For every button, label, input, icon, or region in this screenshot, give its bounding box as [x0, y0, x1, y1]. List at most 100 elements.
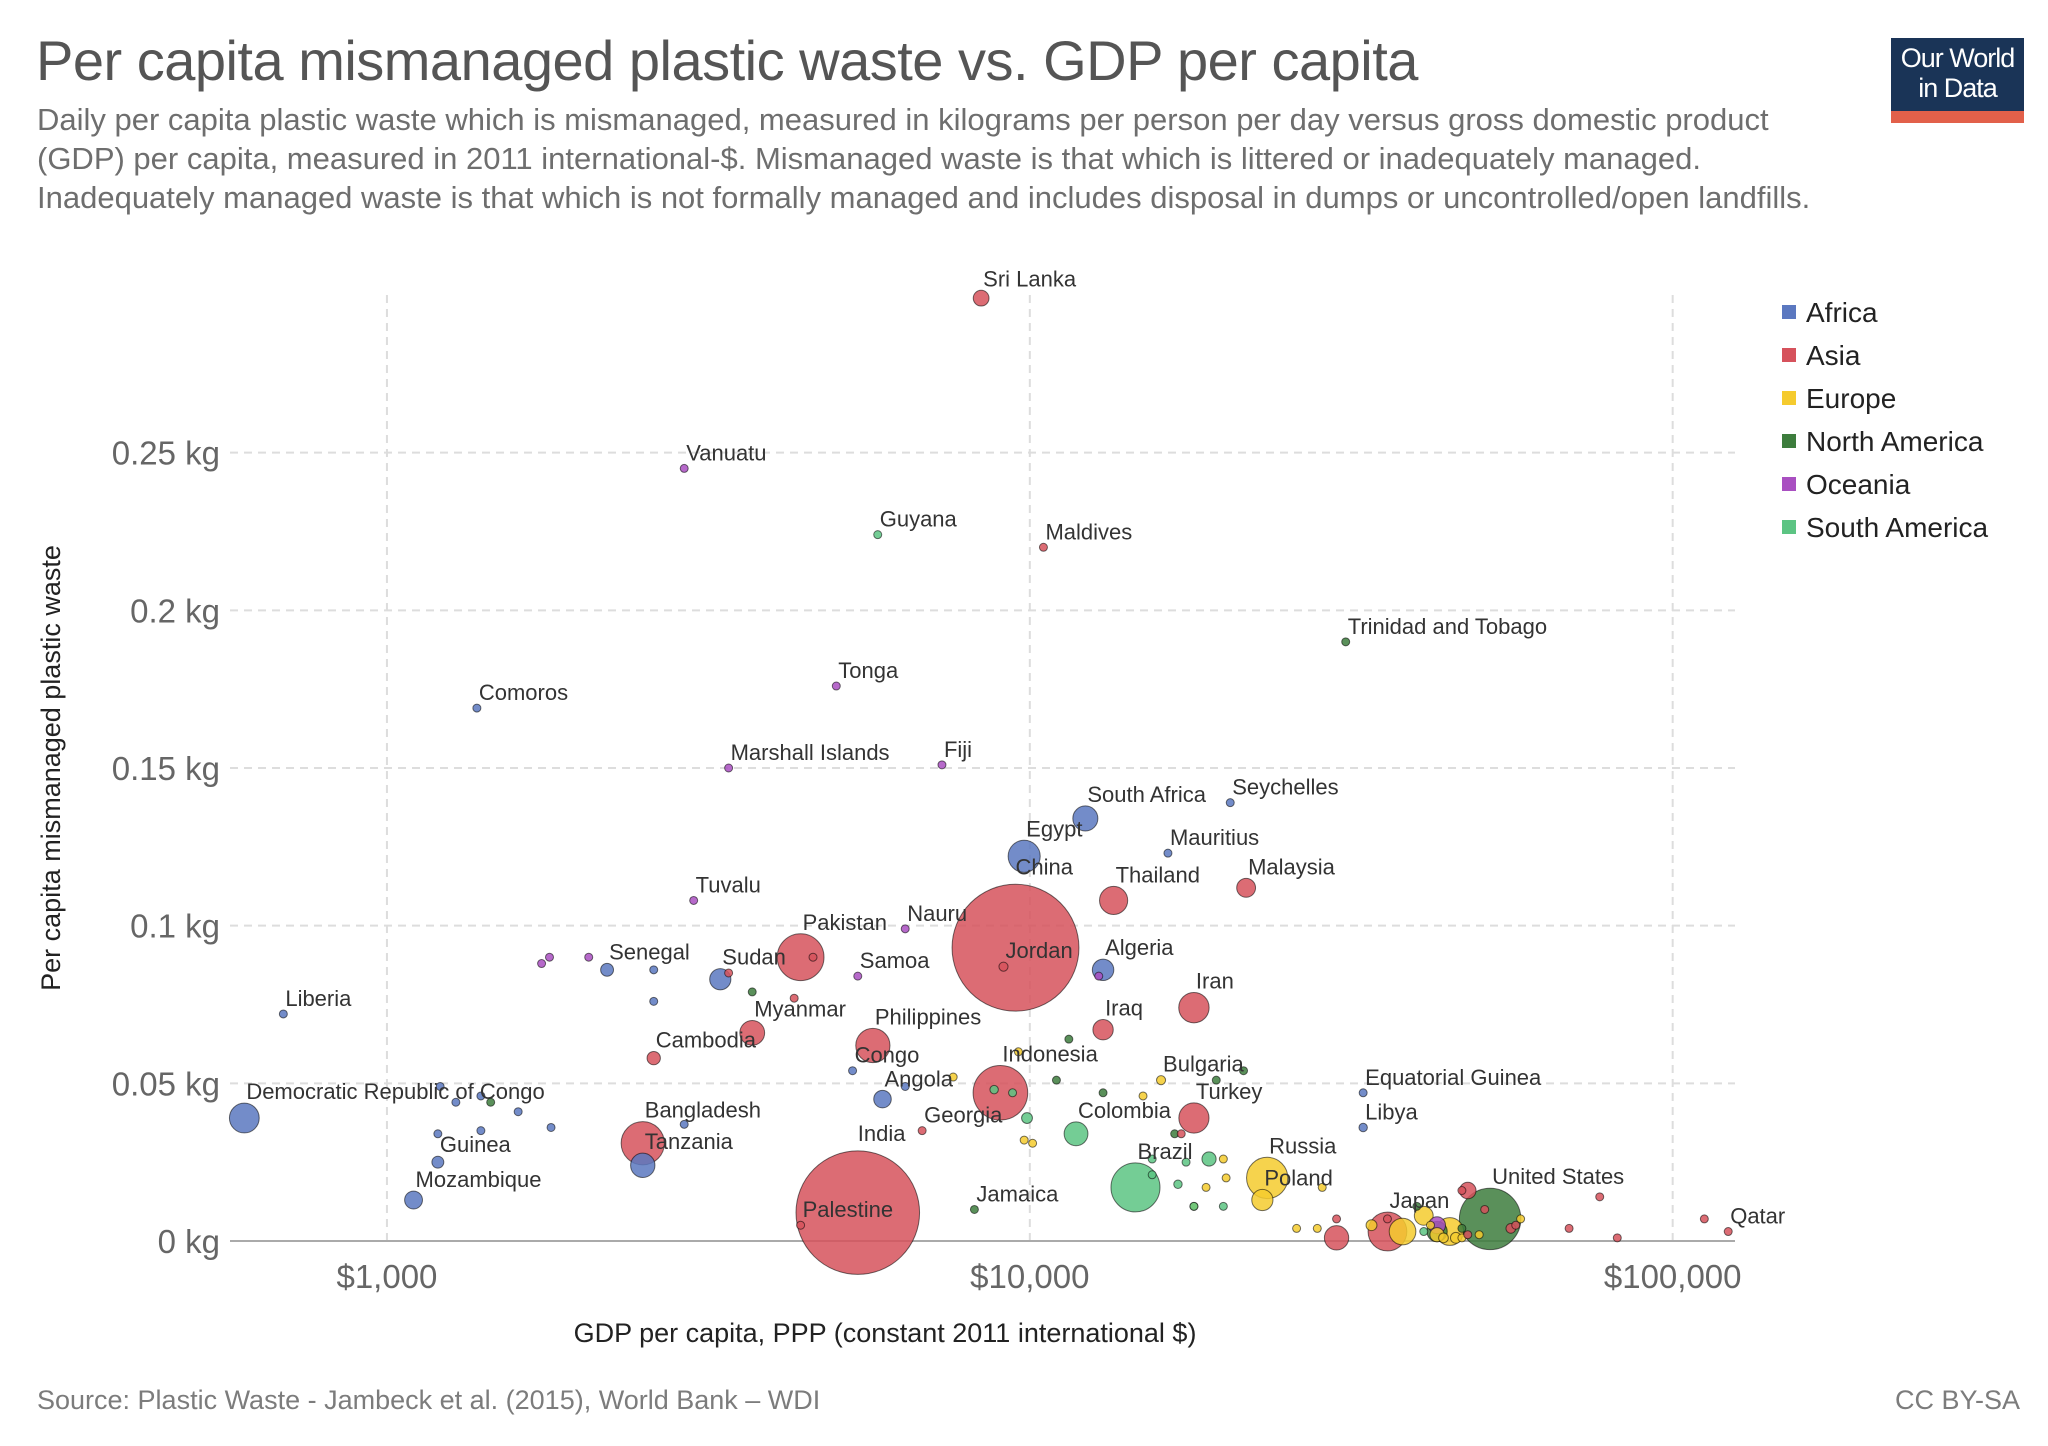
point-bulgaria[interactable]	[1155, 1075, 1167, 1086]
data-point[interactable]	[1323, 1225, 1350, 1251]
data-point[interactable]	[900, 1081, 910, 1091]
point-brazil[interactable]	[1110, 1162, 1161, 1213]
data-point[interactable]	[451, 1097, 461, 1107]
data-point[interactable]	[1382, 1214, 1392, 1224]
data-point[interactable]	[1388, 1217, 1417, 1246]
data-point[interactable]	[1094, 971, 1104, 981]
data-point[interactable]	[1019, 1135, 1029, 1145]
data-point[interactable]	[1511, 1220, 1521, 1230]
source-note[interactable]: Source: Plastic Waste - Jambeck et al. (…	[37, 1385, 821, 1415]
data-point[interactable]	[1292, 1223, 1302, 1233]
data-point[interactable]	[1564, 1223, 1574, 1233]
data-point[interactable]	[1147, 1154, 1157, 1164]
legend-label[interactable]: North America	[1806, 426, 1984, 457]
point-democratic-republic-of-congo[interactable]	[228, 1102, 260, 1134]
data-point[interactable]	[433, 1129, 443, 1139]
data-point[interactable]	[1595, 1192, 1605, 1202]
data-point[interactable]	[1173, 1179, 1183, 1189]
data-point[interactable]	[789, 993, 799, 1003]
point-mauritius[interactable]	[1163, 848, 1173, 858]
data-point[interactable]	[1008, 1088, 1018, 1098]
point-angola[interactable]	[873, 1089, 892, 1109]
point-jamaica[interactable]	[969, 1204, 979, 1214]
point-vanuatu[interactable]	[679, 463, 689, 473]
data-point[interactable]	[1612, 1233, 1622, 1243]
data-point[interactable]	[649, 965, 659, 975]
data-point[interactable]	[546, 1122, 556, 1132]
data-point[interactable]	[1051, 1075, 1061, 1085]
data-point[interactable]	[1221, 1173, 1231, 1183]
data-point[interactable]	[1438, 1232, 1449, 1244]
point-iraq[interactable]	[1092, 1019, 1114, 1041]
data-point[interactable]	[486, 1097, 496, 1107]
point-tanzania[interactable]	[630, 1152, 656, 1178]
point-malaysia[interactable]	[1236, 877, 1257, 898]
point-senegal[interactable]	[600, 962, 615, 977]
point-comoros[interactable]	[472, 703, 482, 713]
legend-label[interactable]: Africa	[1806, 297, 1878, 328]
point-tuvalu[interactable]	[689, 895, 699, 905]
point-guinea[interactable]	[431, 1155, 445, 1169]
point-samoa[interactable]	[853, 971, 863, 981]
data-point[interactable]	[1480, 1204, 1490, 1214]
data-point[interactable]	[1474, 1230, 1484, 1240]
data-point[interactable]	[1419, 1227, 1429, 1237]
point-indonesia[interactable]	[972, 1064, 1029, 1121]
data-point[interactable]	[1218, 1154, 1228, 1164]
data-point[interactable]	[1138, 1091, 1148, 1101]
legend-label[interactable]: Asia	[1806, 340, 1861, 371]
point-seychelles[interactable]	[1225, 798, 1235, 808]
point-poland[interactable]	[1251, 1188, 1274, 1212]
data-point[interactable]	[1181, 1157, 1191, 1167]
point-china[interactable]	[951, 883, 1080, 1012]
data-point[interactable]	[808, 952, 818, 962]
data-point[interactable]	[1098, 1088, 1108, 1098]
data-point[interactable]	[1413, 1205, 1434, 1226]
data-point[interactable]	[747, 987, 757, 997]
data-point[interactable]	[1317, 1182, 1327, 1192]
data-point[interactable]	[1064, 1034, 1074, 1044]
data-point[interactable]	[1425, 1220, 1435, 1230]
data-point[interactable]	[537, 959, 547, 969]
point-georgia[interactable]	[917, 1126, 927, 1136]
legend-label[interactable]: Oceania	[1806, 469, 1911, 500]
data-point[interactable]	[679, 1119, 689, 1129]
data-point[interactable]	[649, 996, 659, 1006]
point-marshall-islands[interactable]	[724, 763, 734, 773]
data-point[interactable]	[724, 968, 734, 978]
data-point[interactable]	[1021, 1112, 1033, 1124]
data-point[interactable]	[1457, 1223, 1467, 1233]
point-maldives[interactable]	[1038, 542, 1048, 552]
point-fiji[interactable]	[937, 760, 947, 770]
license-note[interactable]: CC BY-SA	[1894, 1385, 2020, 1415]
point-sri-lanka[interactable]	[972, 289, 990, 307]
point-trinidad-and-tobago[interactable]	[1341, 637, 1351, 647]
data-point[interactable]	[584, 952, 594, 962]
data-point[interactable]	[1201, 1151, 1217, 1167]
data-point[interactable]	[1211, 1075, 1221, 1085]
point-libya[interactable]	[1358, 1122, 1368, 1133]
point-pakistan[interactable]	[776, 933, 825, 982]
data-point[interactable]	[948, 1072, 958, 1082]
data-point[interactable]	[1218, 1201, 1228, 1211]
point-egypt[interactable]	[1007, 839, 1041, 873]
data-point[interactable]	[1013, 1047, 1023, 1057]
point-palestine[interactable]	[796, 1220, 806, 1230]
data-point[interactable]	[476, 1126, 486, 1136]
point-mozambique[interactable]	[404, 1190, 423, 1210]
point-iran[interactable]	[1178, 991, 1210, 1024]
point-qatar[interactable]	[1723, 1227, 1733, 1237]
data-point[interactable]	[513, 1107, 523, 1117]
point-guyana[interactable]	[873, 530, 883, 540]
owid-logo[interactable]: Our World in Data	[1891, 38, 2024, 123]
data-point[interactable]	[1332, 1214, 1342, 1224]
data-point[interactable]	[1516, 1214, 1526, 1224]
point-liberia[interactable]	[278, 1009, 288, 1019]
data-point[interactable]	[476, 1091, 486, 1101]
data-point[interactable]	[1457, 1186, 1467, 1196]
point-india[interactable]	[795, 1150, 921, 1275]
legend-label[interactable]: Europe	[1806, 383, 1896, 414]
data-point[interactable]	[1312, 1223, 1322, 1233]
data-point[interactable]	[1176, 1129, 1186, 1139]
data-point[interactable]	[435, 1081, 445, 1091]
